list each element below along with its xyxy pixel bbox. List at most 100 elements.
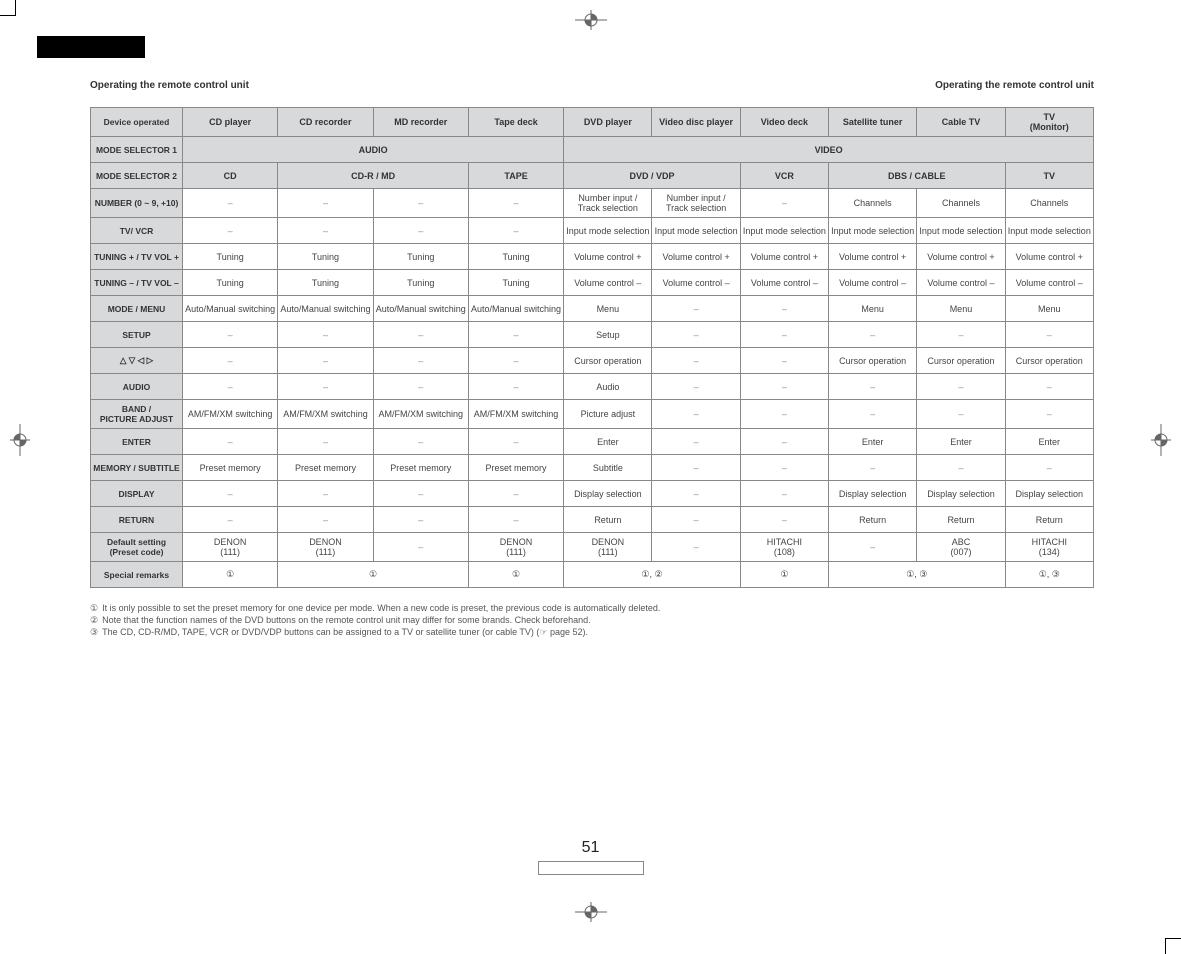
ms2-dbs: DBS / CABLE xyxy=(829,163,1006,189)
ms2-label: MODE SELECTOR 2 xyxy=(91,163,183,189)
tvvcr-c3: – xyxy=(468,218,563,244)
tunp-c7: Volume control + xyxy=(829,244,917,270)
setup-c1: – xyxy=(278,322,373,348)
audio-c4: Audio xyxy=(564,374,652,400)
tvvcr-c4: Input mode selection xyxy=(564,218,652,244)
row-tvvcr: TV/ VCR––––Input mode selectionInput mod… xyxy=(91,218,1094,244)
display-c7: Display selection xyxy=(829,481,917,507)
sp-0: ① xyxy=(183,562,278,588)
tunm-c0: Tuning xyxy=(183,270,278,296)
col-tape: Tape deck xyxy=(468,108,563,137)
default-c7: – xyxy=(829,533,917,562)
setup-c8: – xyxy=(917,322,1005,348)
display-c3: – xyxy=(468,481,563,507)
audio-c3: – xyxy=(468,374,563,400)
registration-mark-right xyxy=(1151,424,1171,456)
row-display: DISPLAY––––Display selection––Display se… xyxy=(91,481,1094,507)
memory-c5: – xyxy=(652,455,740,481)
row-audio: AUDIO––––Audio––––– xyxy=(91,374,1094,400)
special-label: Special remarks xyxy=(91,562,183,588)
enter-c4: Enter xyxy=(564,429,652,455)
default-c5: – xyxy=(652,533,740,562)
number-c5: Number input /Track selection xyxy=(652,189,740,218)
ms2-cd: CD xyxy=(183,163,278,189)
registration-mark-bottom xyxy=(575,902,607,922)
tunp-c0: Tuning xyxy=(183,244,278,270)
mode-c5: – xyxy=(652,296,740,322)
number-c9: Channels xyxy=(1005,189,1093,218)
row-band: BAND /PICTURE ADJUSTAM/FM/XM switchingAM… xyxy=(91,400,1094,429)
row-ms1: MODE SELECTOR 1 AUDIO VIDEO xyxy=(91,137,1094,163)
page-number: 51 xyxy=(582,839,600,856)
display-c0: – xyxy=(183,481,278,507)
crop-mark-tl xyxy=(0,0,16,16)
display-c8: Display selection xyxy=(917,481,1005,507)
tvvcr-c7: Input mode selection xyxy=(829,218,917,244)
mode-c0: Auto/Manual switching xyxy=(183,296,278,322)
page-header: Operating the remote control unit Operat… xyxy=(90,80,1094,91)
default-c9: HITACHI(134) xyxy=(1005,533,1093,562)
ms2-vcr: VCR xyxy=(740,163,828,189)
band-c4: Picture adjust xyxy=(564,400,652,429)
band-c3: AM/FM/XM switching xyxy=(468,400,563,429)
return-c8: Return xyxy=(917,507,1005,533)
sp-6: ①, ③ xyxy=(1005,562,1093,588)
row-memory: MEMORY / SUBTITLEPreset memoryPreset mem… xyxy=(91,455,1094,481)
cursor-c8: Cursor operation xyxy=(917,348,1005,374)
setup-c5: – xyxy=(652,322,740,348)
row-special: Special remarks ① ① ① ①, ② ① ①, ③ ①, ③ xyxy=(91,562,1094,588)
default-c8: ABC(007) xyxy=(917,533,1005,562)
audio-c2: – xyxy=(373,374,468,400)
tvvcr-label: TV/ VCR xyxy=(91,218,183,244)
mode-c4: Menu xyxy=(564,296,652,322)
mode-c2: Auto/Manual switching xyxy=(373,296,468,322)
tunm-c9: Volume control – xyxy=(1005,270,1093,296)
registration-mark-left xyxy=(10,424,30,456)
col-vdeck: Video deck xyxy=(740,108,828,137)
tunm-c5: Volume control – xyxy=(652,270,740,296)
return-label: RETURN xyxy=(91,507,183,533)
return-c9: Return xyxy=(1005,507,1093,533)
registration-mark-top xyxy=(575,10,607,30)
audio-c5: – xyxy=(652,374,740,400)
band-c9: – xyxy=(1005,400,1093,429)
memory-c1: Preset memory xyxy=(278,455,373,481)
display-label: DISPLAY xyxy=(91,481,183,507)
default-c3: DENON(111) xyxy=(468,533,563,562)
row-tunp: TUNING + / TV VOL +TuningTuningTuningTun… xyxy=(91,244,1094,270)
tunp-c3: Tuning xyxy=(468,244,563,270)
return-c2: – xyxy=(373,507,468,533)
footnotes: ①It is only possible to set the preset m… xyxy=(90,602,660,638)
audio-c0: – xyxy=(183,374,278,400)
setup-c9: – xyxy=(1005,322,1093,348)
setup-c2: – xyxy=(373,322,468,348)
sp-4: ① xyxy=(740,562,828,588)
enter-c7: Enter xyxy=(829,429,917,455)
tunm-c7: Volume control – xyxy=(829,270,917,296)
mode-c1: Auto/Manual switching xyxy=(278,296,373,322)
col-tv: TV(Monitor) xyxy=(1005,108,1093,137)
enter-c5: – xyxy=(652,429,740,455)
display-c2: – xyxy=(373,481,468,507)
note-text-2: Note that the function names of the DVD … xyxy=(102,614,591,626)
tunm-c1: Tuning xyxy=(278,270,373,296)
memory-c6: – xyxy=(740,455,828,481)
display-c5: – xyxy=(652,481,740,507)
ms2-tape: TAPE xyxy=(468,163,563,189)
tunp-c8: Volume control + xyxy=(917,244,1005,270)
cursor-label: △ ▽ ◁ ▷ xyxy=(91,348,183,374)
tvvcr-c5: Input mode selection xyxy=(652,218,740,244)
tvvcr-c0: – xyxy=(183,218,278,244)
page-number-block: 51 xyxy=(0,839,1181,875)
col-dvd: DVD player xyxy=(564,108,652,137)
return-c4: Return xyxy=(564,507,652,533)
audio-c7: – xyxy=(829,374,917,400)
number-c0: – xyxy=(183,189,278,218)
number-c6: – xyxy=(740,189,828,218)
row-cursor: △ ▽ ◁ ▷––––Cursor operation––Cursor oper… xyxy=(91,348,1094,374)
band-c2: AM/FM/XM switching xyxy=(373,400,468,429)
memory-c2: Preset memory xyxy=(373,455,468,481)
sp-5: ①, ③ xyxy=(829,562,1006,588)
note-text-1: It is only possible to set the preset me… xyxy=(102,602,660,614)
mode-label: MODE / MENU xyxy=(91,296,183,322)
